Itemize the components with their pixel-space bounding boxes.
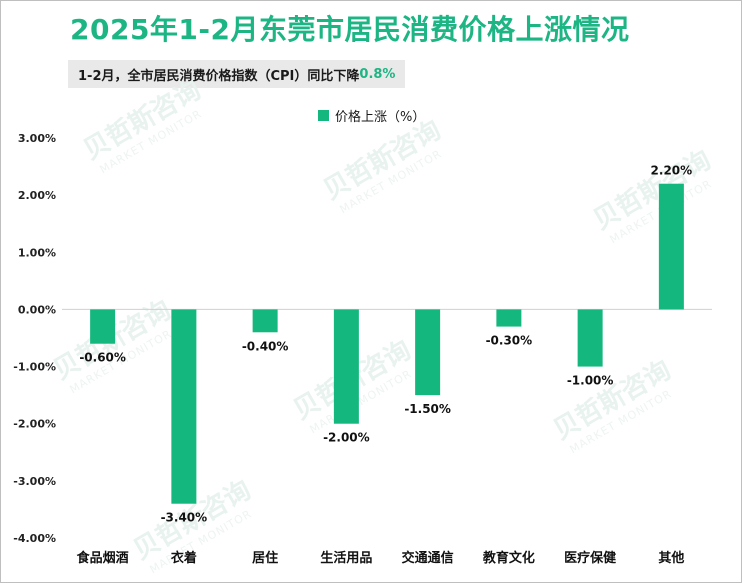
y-tick-label: -2.00%	[13, 418, 56, 431]
data-label: -0.40%	[242, 339, 289, 353]
legend-swatch	[318, 110, 329, 121]
bar	[333, 309, 359, 424]
x-tick-label: 生活用品	[320, 550, 372, 566]
data-label: 2.20%	[651, 164, 693, 178]
data-label: -0.60%	[79, 351, 126, 365]
x-tick-label: 医疗保健	[564, 550, 616, 566]
y-tick-label: 2.00%	[18, 189, 56, 202]
subtitle-text: 1-2月，全市居民消费价格指数（CPI）同比下降	[78, 68, 360, 84]
subtitle-value: 0.8%	[359, 66, 396, 82]
data-label: -1.50%	[404, 402, 451, 416]
x-tick-label: 交通通信	[402, 550, 454, 566]
data-label: -3.40%	[161, 511, 208, 525]
data-labels: -0.60% -3.40% -0.40% -2.00% -1.50% -0.30% -1.0…	[79, 164, 692, 525]
data-label: -1.00%	[567, 374, 614, 388]
y-tick-label: -4.00%	[13, 532, 56, 545]
bar	[90, 309, 116, 344]
bar	[415, 309, 441, 396]
bar	[252, 309, 278, 333]
x-tick-label: 其他	[658, 550, 684, 566]
x-tick-label: 居住	[252, 550, 278, 566]
y-tick-label: -1.00%	[13, 361, 56, 374]
bar	[171, 309, 197, 504]
bar	[577, 309, 603, 367]
legend-label: 价格上涨（%）	[335, 110, 426, 125]
bars	[90, 183, 684, 504]
data-label: -0.30%	[486, 334, 533, 348]
y-tick-label: 3.00%	[18, 132, 56, 145]
y-tick-label: 0.00%	[18, 303, 56, 316]
x-tick-label: 食品烟酒	[77, 550, 129, 566]
y-tick-label: -3.00%	[13, 475, 56, 488]
x-axis: 食品烟酒 衣着 居住 生活用品 交通通信 教育文化 医疗保健 其他	[77, 550, 685, 566]
data-label: -2.00%	[323, 431, 370, 445]
chart-title: 2025年1-2月东莞市居民消费价格上涨情况	[70, 13, 630, 46]
y-axis: 3.00% 2.00% 1.00% 0.00% -1.00% -2.00% -3.00% -4…	[13, 132, 56, 545]
y-tick-label: 1.00%	[18, 246, 56, 259]
legend: 价格上涨（%）	[318, 106, 425, 125]
bar	[496, 309, 522, 327]
x-tick-label: 衣着	[171, 550, 197, 566]
subtitle-box: 1-2月，全市居民消费价格指数（CPI）同比下降 0.8%	[68, 60, 406, 88]
x-tick-label: 教育文化	[482, 550, 535, 566]
bar	[658, 183, 684, 310]
